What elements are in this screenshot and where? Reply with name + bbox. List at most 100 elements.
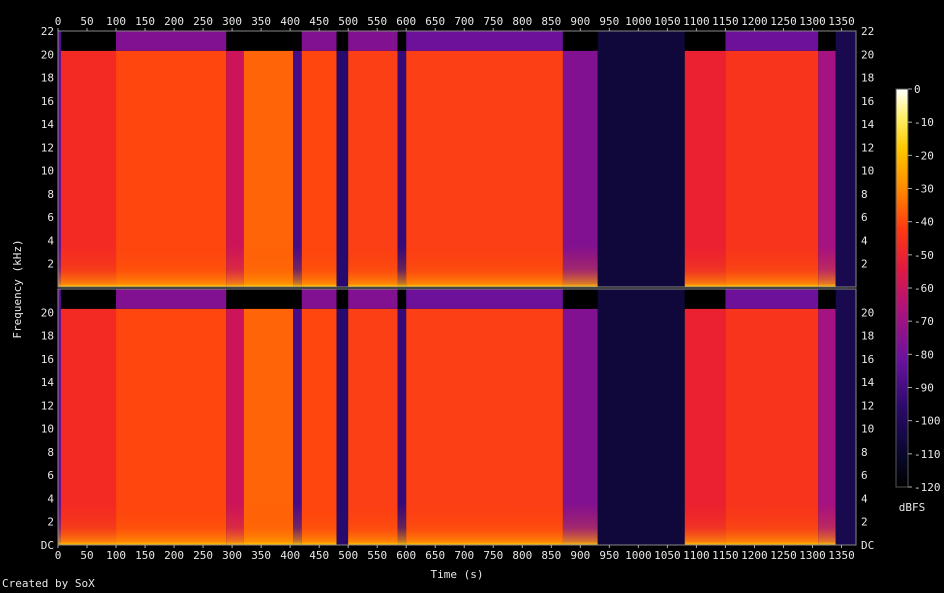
spectrogram-lowfreq-energy [684, 475, 726, 545]
spectrogram-hf-band [293, 289, 302, 309]
y-tick-label-right: 18 [861, 330, 874, 343]
spectrogram-hf-band [397, 31, 407, 51]
x-tick-label-top: 900 [570, 15, 590, 28]
x-tick-label-bottom: 650 [425, 549, 445, 562]
y-tick-label-right: 8 [861, 188, 868, 201]
y-tick-label-left: 12 [41, 399, 54, 412]
y-tick-label-left: 18 [41, 72, 54, 85]
colorbar: 0 -10 -20 -30 -40 -50 -60 -70 -80 -90 -100 -110 -120 [895, 83, 941, 494]
spectrogram-hf-band [336, 31, 349, 51]
spectrogram-segment [397, 50, 407, 288]
spectrogram-lowfreq-energy [562, 475, 598, 545]
x-tick-label-bottom: 1350 [828, 549, 855, 562]
spectrogram-segment [293, 308, 302, 545]
spectrogram-hf-band [725, 289, 819, 309]
credit-text: Created by SoX [2, 577, 95, 590]
x-tick-label-top: 750 [483, 15, 503, 28]
colorbar-tick-label: -60 [914, 282, 934, 295]
spectrogram-hf-band [397, 289, 407, 309]
x-tick-label-top: 400 [280, 15, 300, 28]
y-tick-label-right: 6 [861, 469, 868, 482]
channel-2-plot [58, 289, 856, 545]
spectrogram-hf-band [116, 31, 227, 51]
spectrogram-lowfreq-energy [58, 217, 61, 287]
y-tick-label-left: 8 [47, 188, 54, 201]
colorbar-tick-label: -50 [914, 249, 934, 262]
x-tick-label-bottom: 1200 [741, 549, 768, 562]
spectrogram-hf-band [818, 289, 836, 309]
y-tick-label-right: 12 [861, 141, 874, 154]
y-tick-label-right: 16 [861, 95, 874, 108]
spectrogram-lowfreq-energy [243, 217, 294, 287]
spectrogram-hf-band [301, 31, 337, 51]
y-tick-label-left: 6 [47, 211, 54, 224]
x-tick-label-top: 1250 [770, 15, 797, 28]
spectrogram-segment [58, 289, 61, 545]
y-tick-label-right: 16 [861, 353, 874, 366]
x-tick-label-bottom: 1150 [712, 549, 739, 562]
x-tick-label-top: 1000 [625, 15, 652, 28]
x-tick-label-top: 1100 [683, 15, 710, 28]
y-tick-label-left: 12 [41, 141, 54, 154]
x-tick-label-top: 0 [55, 15, 62, 28]
x-tick-label-top: 1350 [828, 15, 855, 28]
axes: 0 0 50 50 100 100 150 150 200 200 250 250 300 300 350 3… [41, 15, 875, 562]
spectrogram-hf-band [684, 289, 726, 309]
spectrogram-hf-band [243, 31, 294, 51]
y-tick-label-left: 6 [47, 469, 54, 482]
spectrogram-hf-band [348, 31, 398, 51]
x-tick-label-bottom: 950 [599, 549, 619, 562]
colorbar-unit-label: dBFS [899, 501, 926, 514]
spectrogram-lowfreq-energy [301, 217, 337, 287]
y-tick-label-right: 14 [861, 376, 875, 389]
spectrogram-hf-band [243, 289, 294, 309]
y-tick-label-right: 6 [861, 211, 868, 224]
colorbar-tick-label: -80 [914, 348, 934, 361]
spectrogram-lowfreq-energy [293, 217, 302, 287]
x-tick-label-bottom: 100 [106, 549, 126, 562]
x-tick-label-top: 500 [338, 15, 358, 28]
y-tick-label-left: 20 [41, 306, 54, 319]
x-tick-label-top: 850 [541, 15, 561, 28]
y-tick-label-right: 22 [861, 25, 874, 38]
spectrogram-hf-band [818, 31, 836, 51]
spectrogram-lowfreq-energy [243, 475, 294, 545]
colorbar-tick-label: -100 [914, 415, 941, 428]
x-tick-label-bottom: 500 [338, 549, 358, 562]
y-tick-label-left: 14 [41, 118, 55, 131]
x-tick-label-top: 650 [425, 15, 445, 28]
x-tick-label-bottom: 800 [512, 549, 532, 562]
x-tick-label-top: 50 [80, 15, 93, 28]
spectrogram-hf-band [293, 31, 302, 51]
colorbar-tick-label: -20 [914, 149, 934, 162]
x-tick-label-top: 450 [309, 15, 329, 28]
spectrogram-lowfreq-energy [348, 217, 398, 287]
plot-frame [57, 288, 857, 546]
spectrogram-lowfreq-energy [818, 217, 836, 287]
y-tick-label-left: 22 [41, 25, 54, 38]
y-tick-label-left: 2 [47, 516, 54, 529]
spectrogram-hf-band [406, 289, 563, 309]
spectrogram-lowfreq-energy [725, 475, 819, 545]
spectrogram-segment [293, 50, 302, 288]
y-tick-label-left: 10 [41, 423, 54, 436]
x-tick-label-top: 700 [454, 15, 474, 28]
spectrogram-segment [336, 50, 349, 288]
colorbar-tick-label: -120 [914, 481, 941, 494]
spectrogram-lowfreq-energy [58, 475, 61, 545]
x-tick-label-bottom: 700 [454, 549, 474, 562]
spectrogram-lowfreq-energy [406, 217, 563, 287]
spectrogram-lowfreq-energy [348, 475, 398, 545]
x-tick-label-bottom: 350 [251, 549, 271, 562]
y-tick-label-right: 2 [861, 258, 868, 271]
spectrogram-segment [336, 308, 349, 545]
y-tick-label-right: 10 [861, 423, 874, 436]
channel-1-plot [58, 31, 856, 288]
x-tick-label-top: 1150 [712, 15, 739, 28]
y-tick-label-left: 4 [47, 234, 54, 247]
x-axis-label: Time (s) [431, 568, 484, 581]
spectrogram-lowfreq-energy [397, 475, 407, 545]
spectrogram-segment [597, 289, 685, 545]
x-tick-label-bottom: 300 [222, 549, 242, 562]
x-tick-label-bottom: 1250 [770, 549, 797, 562]
